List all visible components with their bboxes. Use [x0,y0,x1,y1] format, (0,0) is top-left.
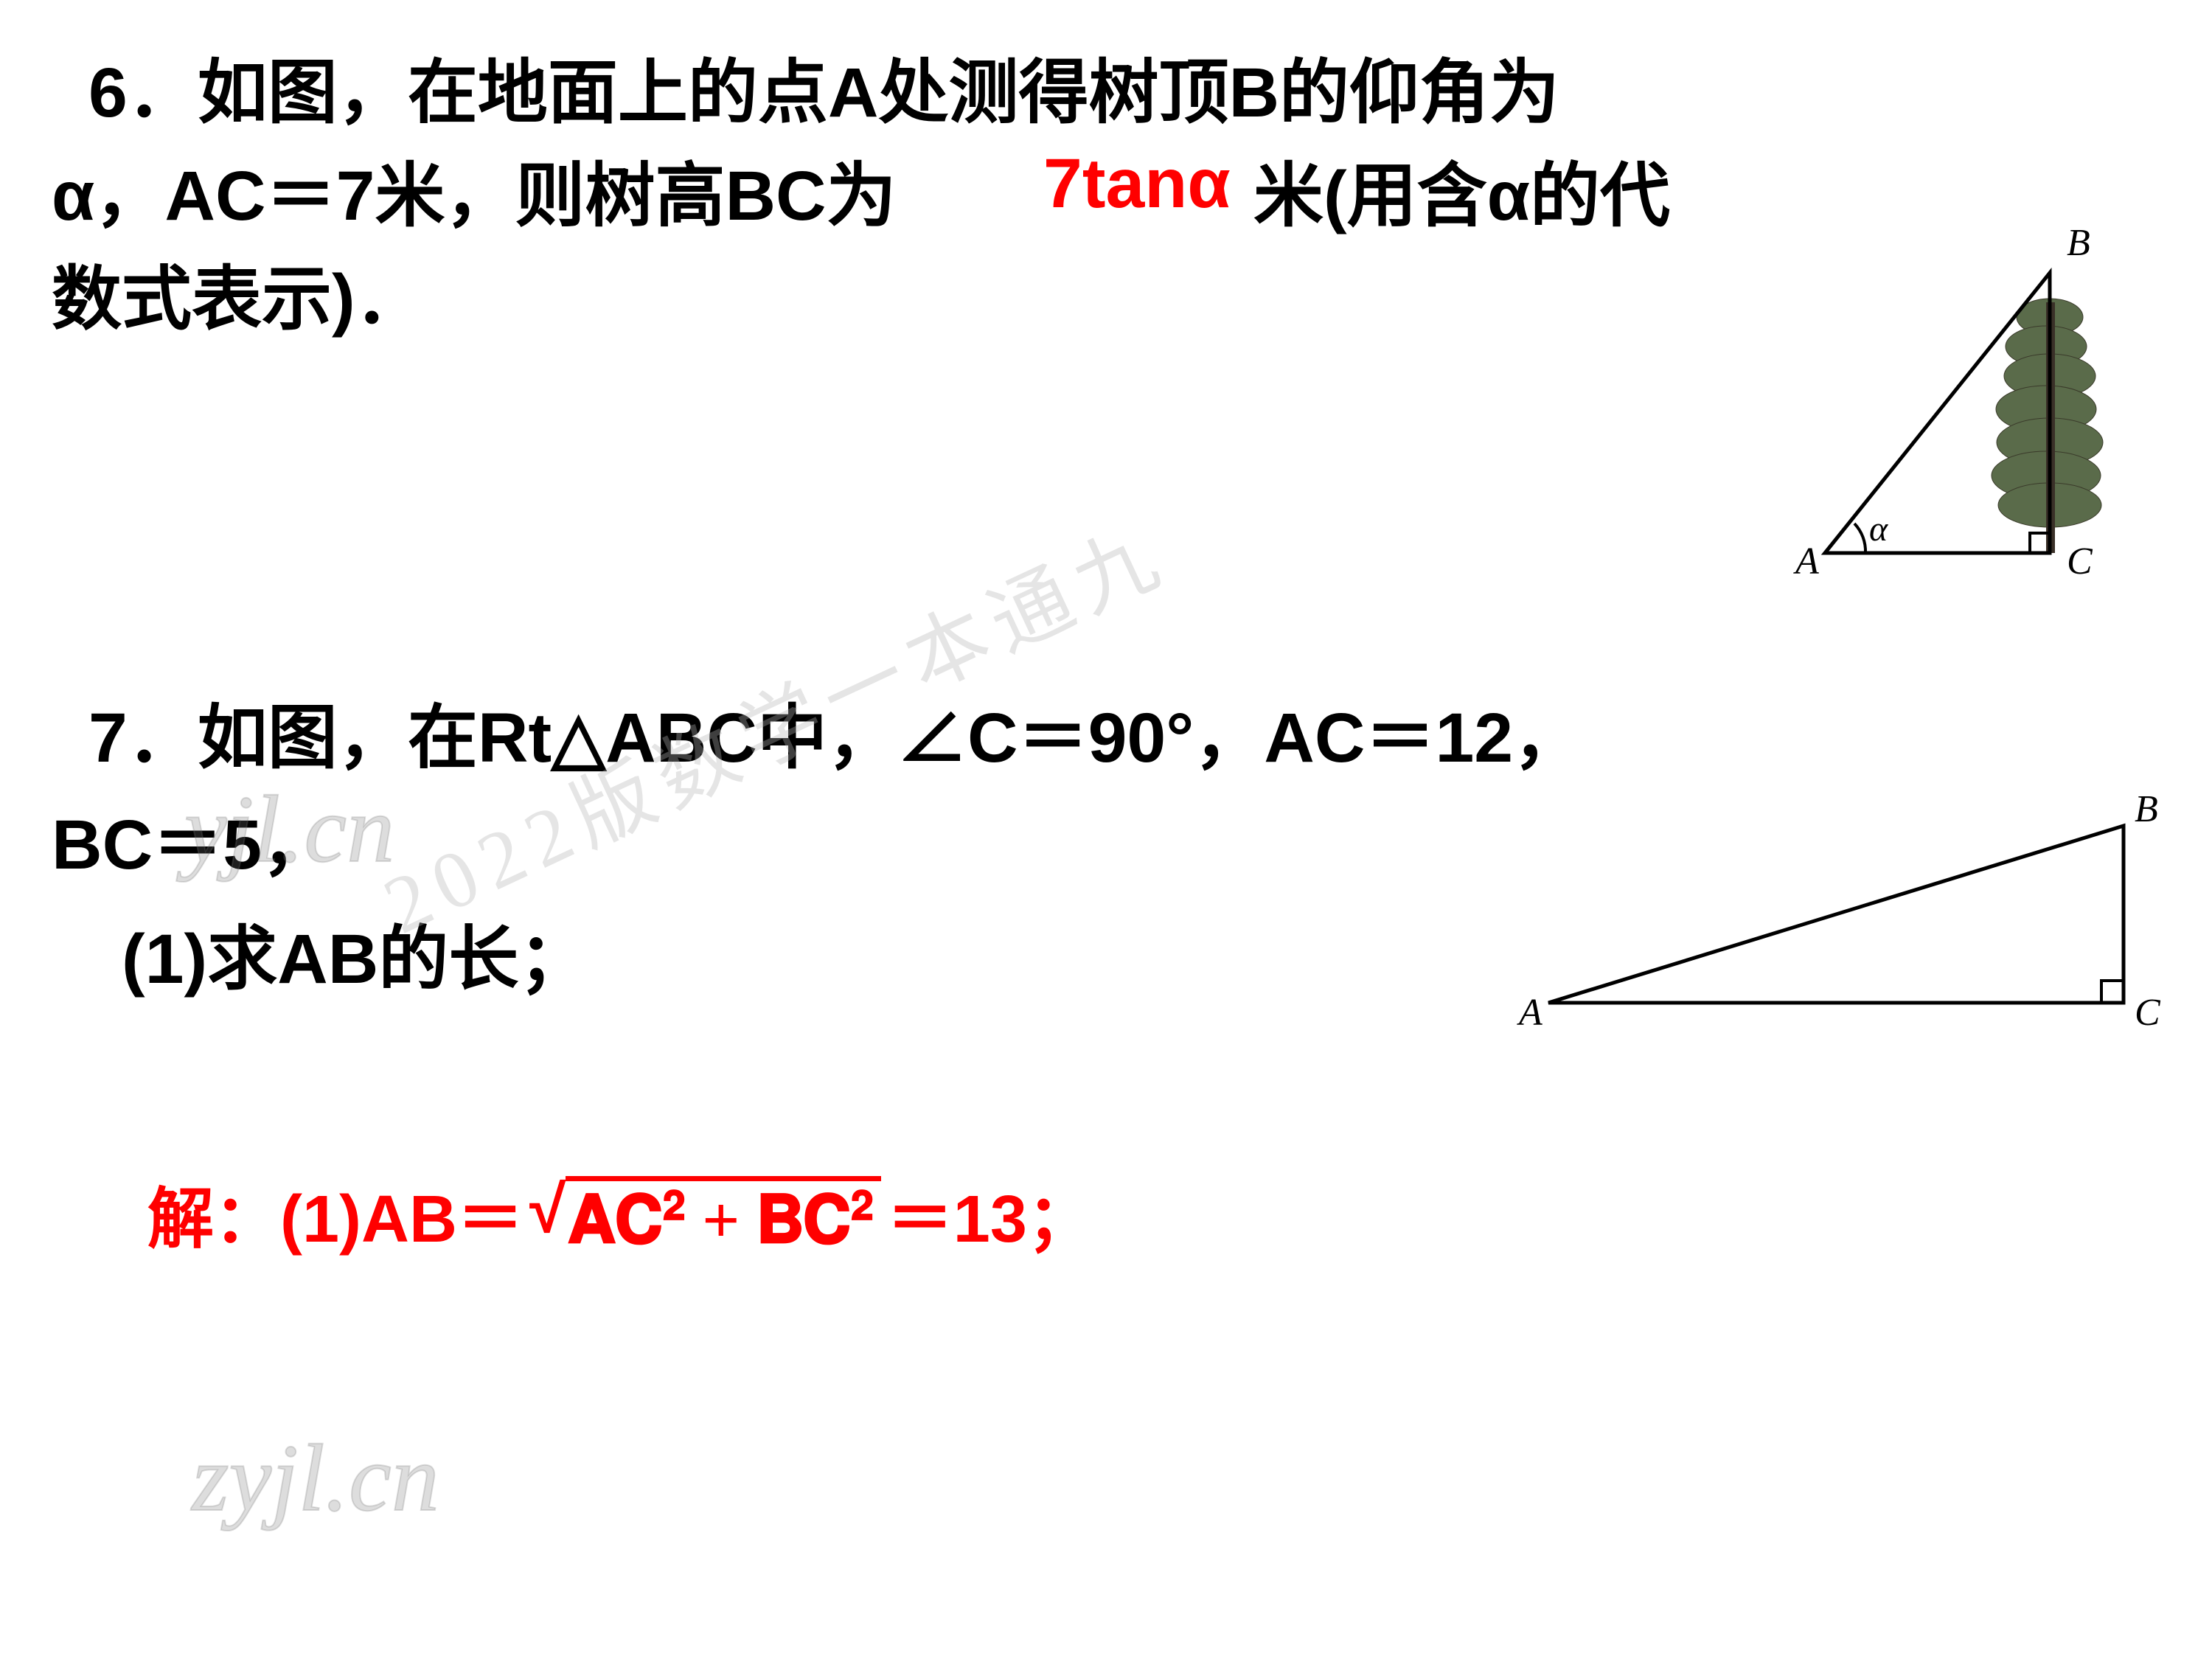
sqrt-expression: √ 𝐀𝐂𝟐 + 𝐁𝐂𝟐 [529,1172,881,1255]
watermark-1: yjl.cn [184,774,394,885]
problem6-number: 6． [88,54,198,132]
solution-suffix: ＝13； [887,1165,1093,1261]
problem7-figure: A B C [1519,804,2183,1047]
label-alpha: α [1869,509,1888,549]
problem7-number: 7． [88,699,198,777]
problem7-solution: 解：(1)AB＝ √ 𝐀𝐂𝟐 + 𝐁𝐂𝟐 ＝13； [147,1165,1093,1261]
watermark-2: zyjl.cn [192,1423,439,1534]
sqrt-radicand: 𝐀𝐂𝟐 + 𝐁𝐂𝟐 [566,1176,880,1259]
problem6-triangle-svg [1795,229,2112,605]
problem6-figure: A B C α [1795,229,2112,605]
problem6-line3: 数式表示)． [52,247,425,352]
label-C6: C [2067,540,2093,583]
problem6-line1: 6．如图，在地面上的点A处测得树顶B的仰角为 [88,41,1559,146]
right-angle-marker7 [2101,981,2124,1003]
label-A6: A [1795,540,1819,583]
problem7-triangle-svg [1519,804,2183,1047]
triangle7-outline [1548,826,2124,1003]
solution-prefix: 解：(1)AB＝ [147,1165,524,1261]
label-B7: B [2135,787,2158,831]
label-C7: C [2135,991,2160,1034]
problem7-sub1: (1)求AB的长； [122,907,588,1012]
problem6-line2a: α，AC＝7米，则树高BC为 [52,144,897,249]
problem6-answer: 7tanα [1043,144,1231,224]
alpha-arc [1854,524,1865,553]
label-B6: B [2067,221,2090,265]
label-A7: A [1519,991,1543,1034]
problem6-line2b: 米(用含α的代 [1253,144,1670,249]
